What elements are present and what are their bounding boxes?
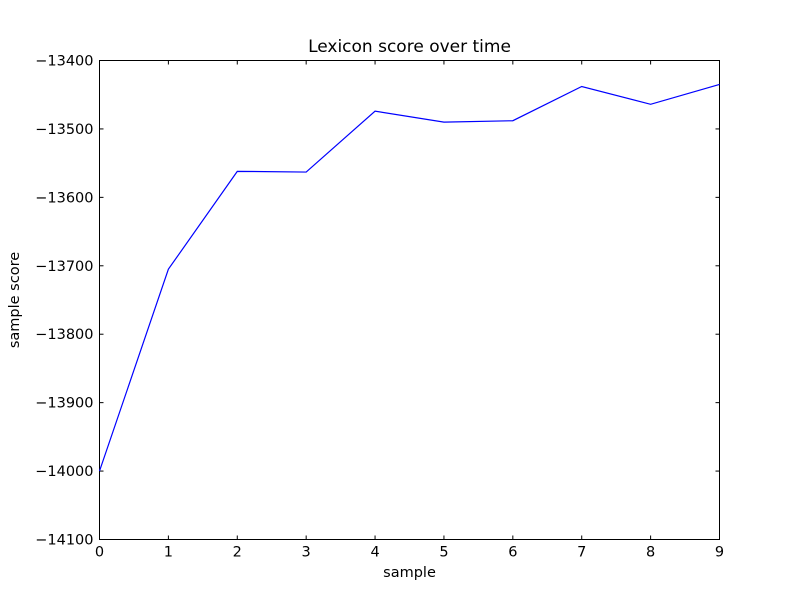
x-tick-label: 3	[302, 545, 311, 561]
y-tick-label: −14000	[35, 464, 93, 480]
series-line	[98, 83, 720, 472]
x-tick-label: 2	[233, 545, 242, 561]
x-tick-label: 0	[95, 545, 104, 561]
y-tick-label: −13700	[35, 259, 93, 275]
y-tick-label: −13900	[35, 396, 93, 412]
x-tick-label: 6	[508, 545, 517, 561]
y-tick-label: −14100	[35, 533, 93, 549]
x-tick-label: 1	[164, 545, 173, 561]
y-tick-label: −13600	[35, 190, 93, 206]
x-tick-label: 5	[439, 545, 448, 561]
y-axis: −14100 −14000 −13900 −13800 −13700 −13600 −135…	[35, 54, 720, 549]
x-axis-title: sample	[383, 565, 436, 581]
x-tick-label: 9	[715, 545, 724, 561]
x-tick-label: 8	[646, 545, 655, 561]
series-layer	[98, 83, 720, 472]
x-tick-label: 4	[370, 545, 379, 561]
x-tick-label: 7	[577, 545, 586, 561]
x-axis: 0 1 2 3 4 5 6 7 8 9	[95, 60, 724, 561]
y-tick-label: −13400	[35, 54, 93, 70]
y-axis-title: sample score	[7, 252, 23, 348]
chart-title: Lexicon score over time	[308, 37, 511, 57]
y-tick-label: −13800	[35, 327, 93, 343]
plot-area-frame	[99, 60, 720, 540]
y-tick-label: −13500	[35, 122, 93, 138]
